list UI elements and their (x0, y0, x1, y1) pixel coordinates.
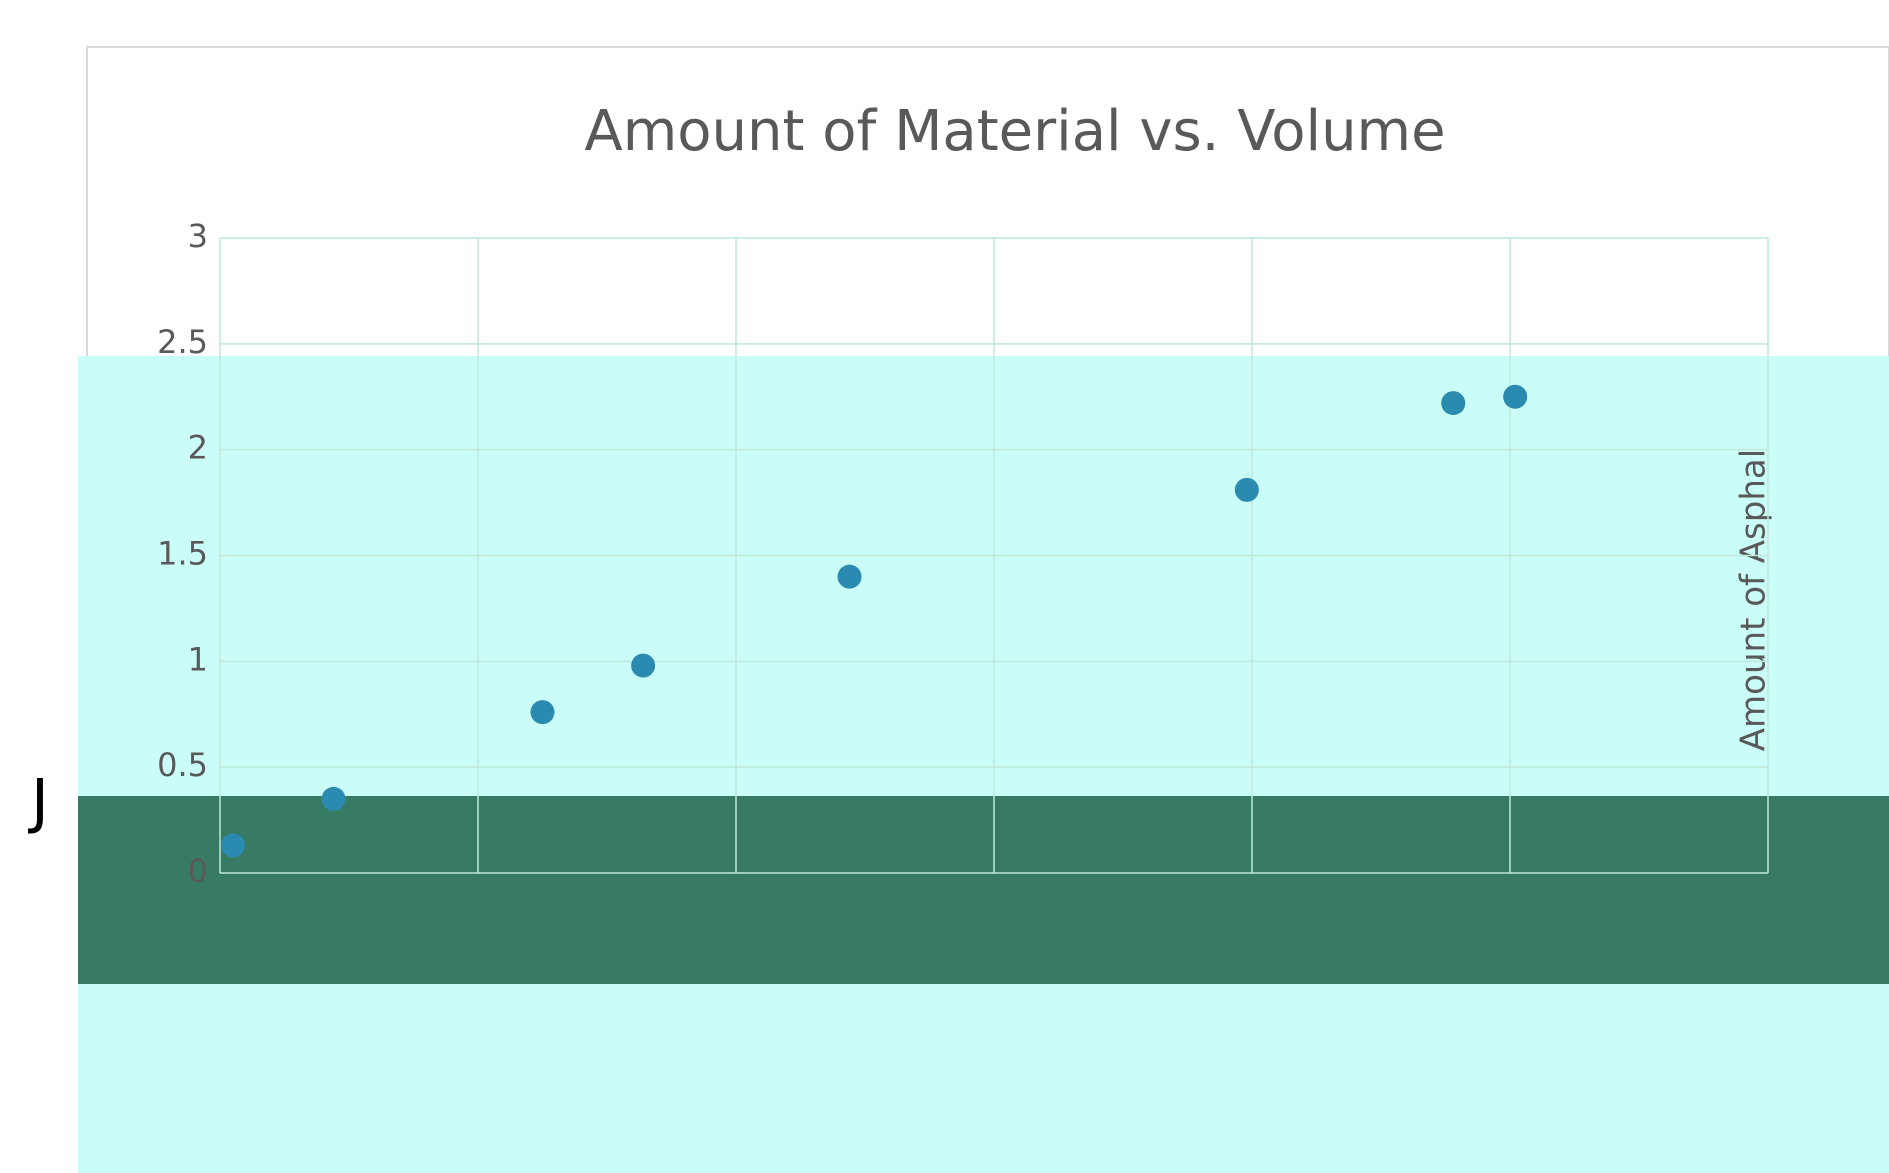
point (220, 833, 245, 858)
y-tick-label: 2 (188, 429, 208, 467)
y-tick-label: 1.5 (157, 535, 208, 573)
point (1503, 384, 1528, 409)
point (631, 653, 656, 678)
y-tick-label: 2.5 (157, 323, 208, 361)
grid (219, 237, 1769, 874)
y-tick-label: 0.5 (157, 746, 208, 784)
point (321, 786, 346, 811)
point (530, 700, 555, 725)
y-tick-label: 1 (188, 640, 208, 678)
plot (220, 384, 1528, 858)
point (1234, 477, 1259, 502)
y-tick-label: 0 (188, 852, 208, 890)
glitch-band-dark (78, 796, 1889, 984)
side-letter: J (27, 767, 49, 837)
y-tick-label: 3 (188, 217, 208, 255)
point (837, 564, 862, 589)
y-axis-label: Amount of Asphal (1734, 449, 1774, 751)
point (1441, 391, 1466, 416)
chart-title: Amount of Material vs. Volume (584, 99, 1445, 164)
glitch-band (78, 356, 1889, 1173)
